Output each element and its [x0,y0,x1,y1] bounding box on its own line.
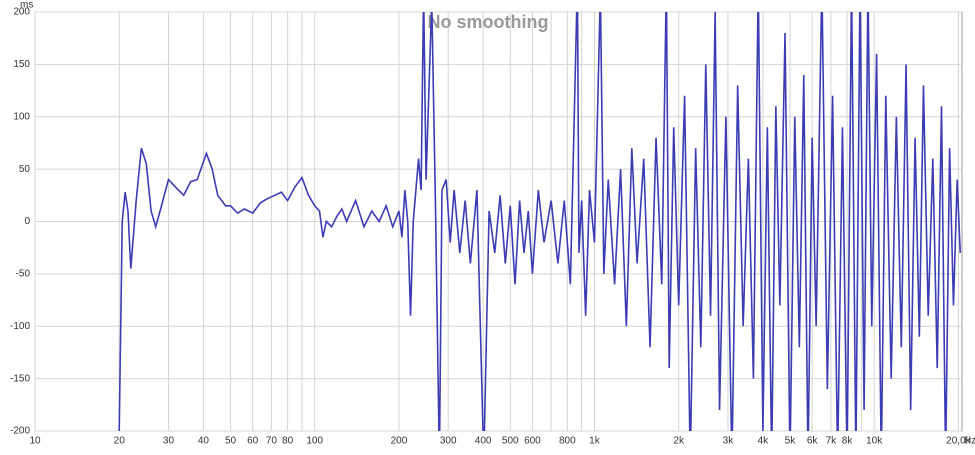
x-tick-label: 70 [266,436,278,447]
x-tick-label: 60 [247,436,259,447]
x-tick-label: 5k [785,436,797,447]
x-tick-label: 80 [282,436,294,447]
x-tick-label: 800 [559,436,576,447]
y-tick-label: -150 [10,373,30,384]
x-tick-label: 40 [198,436,210,447]
x-tick-label: 20 [114,436,126,447]
x-tick-label: 300 [440,436,457,447]
y-tick-label: 0 [24,216,30,227]
x-unit: Hz [964,436,975,447]
x-tick-label: 10k [866,436,883,447]
x-tick-label: 50 [225,436,237,447]
x-tick-label: 200 [391,436,408,447]
data-line [118,12,962,431]
chart-title: No smoothing [428,12,549,32]
y-tick-label: -200 [10,426,30,437]
x-tick-label: 30 [163,436,175,447]
y-tick-label: 150 [13,59,30,70]
y-tick-label: 100 [13,111,30,122]
x-tick-label: 3k [723,436,735,447]
x-tick-label: 10 [29,436,41,447]
y-unit: ms [20,0,33,11]
y-tick-label: 50 [19,164,31,175]
x-tick-label: 8k [842,436,854,447]
x-tick-label: 400 [475,436,492,447]
x-tick-label: 2k [673,436,685,447]
x-tick-label: 20,0k [946,436,971,447]
x-tick-label: 7k [826,436,838,447]
x-tick-label: 1k [589,436,601,447]
x-tick-label: 100 [306,436,323,447]
x-tick-label: 500 [502,436,519,447]
x-tick-label: 600 [524,436,541,447]
y-tick-label: 200 [13,7,30,18]
y-tick-label: -100 [10,321,30,332]
y-tick-label: -50 [16,269,31,280]
x-tick-label: 4k [758,436,770,447]
x-tick-label: 6k [807,436,819,447]
grid [34,11,962,432]
